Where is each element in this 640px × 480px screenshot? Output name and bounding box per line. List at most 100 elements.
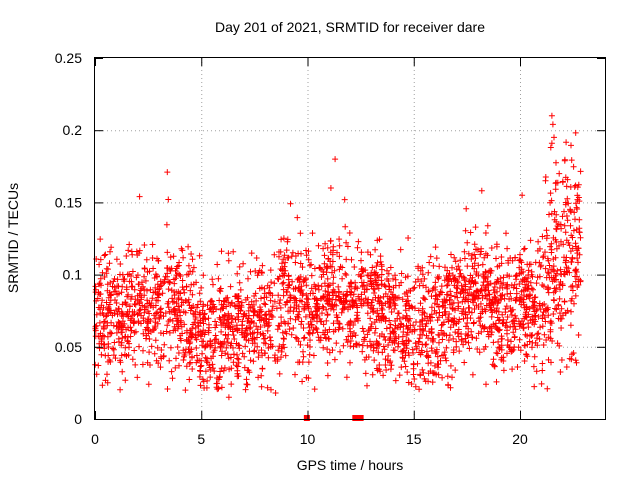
data-point [562,199,569,206]
data-point [432,284,438,290]
data-point [548,112,555,119]
data-point [279,260,285,267]
data-point [230,332,237,339]
data-point [403,322,410,329]
data-point [465,250,472,257]
data-point [276,370,283,377]
data-point [199,350,206,357]
data-point [449,272,456,279]
data-point [186,360,193,367]
data-point [243,381,250,388]
data-point [551,285,558,292]
data-point [498,336,505,342]
data-point [97,275,104,282]
data-point [216,287,223,294]
data-point [95,362,102,369]
data-point [326,349,333,356]
data-point [524,261,531,268]
data-point [183,271,190,278]
data-point [445,337,452,344]
data-point [359,348,366,355]
data-point [122,377,129,384]
data-point [111,284,118,291]
data-point [403,312,410,319]
data-point [265,289,272,296]
data-point [258,284,265,291]
data-point [377,258,384,265]
data-point [254,272,261,279]
data-point [181,289,188,296]
data-point [444,291,451,298]
data-point [456,267,463,273]
data-point [299,264,306,271]
data-point [208,342,214,349]
data-point [570,227,577,234]
data-point [227,354,234,361]
data-point [498,354,505,361]
data-point [367,315,374,322]
data-point [445,318,452,325]
data-point [530,286,536,293]
data-point [265,345,272,351]
data-point [103,270,110,277]
data-point [505,260,512,266]
data-point [504,350,510,357]
data-point [135,319,142,326]
data-point [324,372,331,379]
data-point [503,303,510,310]
data-point [477,300,484,307]
data-point [548,359,554,366]
data-point [339,306,346,313]
data-point [163,221,170,228]
data-point [402,307,409,314]
data-point [258,347,265,354]
data-point [268,279,275,286]
data-point [302,313,309,320]
data-point [347,338,354,344]
data-point [189,325,195,332]
data-point [327,238,334,245]
data-point [542,265,549,272]
data-point [280,292,287,299]
data-point [184,329,190,336]
data-point [547,190,554,197]
data-point [532,312,539,319]
data-point [330,306,337,313]
data-point [201,311,208,318]
data-point [428,304,435,311]
data-point [320,245,327,252]
data-point [433,310,440,317]
data-point [190,281,197,288]
data-point [570,163,577,170]
data-point [405,318,412,324]
data-point [236,345,243,352]
data-point [212,318,219,325]
data-point [420,325,426,332]
data-point [417,331,424,338]
data-point [540,283,547,290]
data-point [215,385,222,392]
data-point [284,238,291,245]
data-point [132,361,139,368]
data-point [561,208,567,215]
data-point [416,282,423,289]
data-point [233,322,240,329]
data-point [154,320,161,327]
data-point [358,249,365,256]
data-point [482,308,489,315]
data-point [493,378,500,385]
data-point [178,296,185,303]
data-point [175,323,182,330]
data-point [568,142,574,149]
data-point [288,253,295,260]
data-point [375,313,382,320]
data-point [123,253,130,259]
data-point [542,318,549,325]
data-point [438,322,445,329]
data-point [527,317,534,324]
data-point [526,305,533,312]
data-point [537,306,544,313]
data-point [432,293,439,300]
data-point [296,276,303,283]
data-point [417,300,424,307]
